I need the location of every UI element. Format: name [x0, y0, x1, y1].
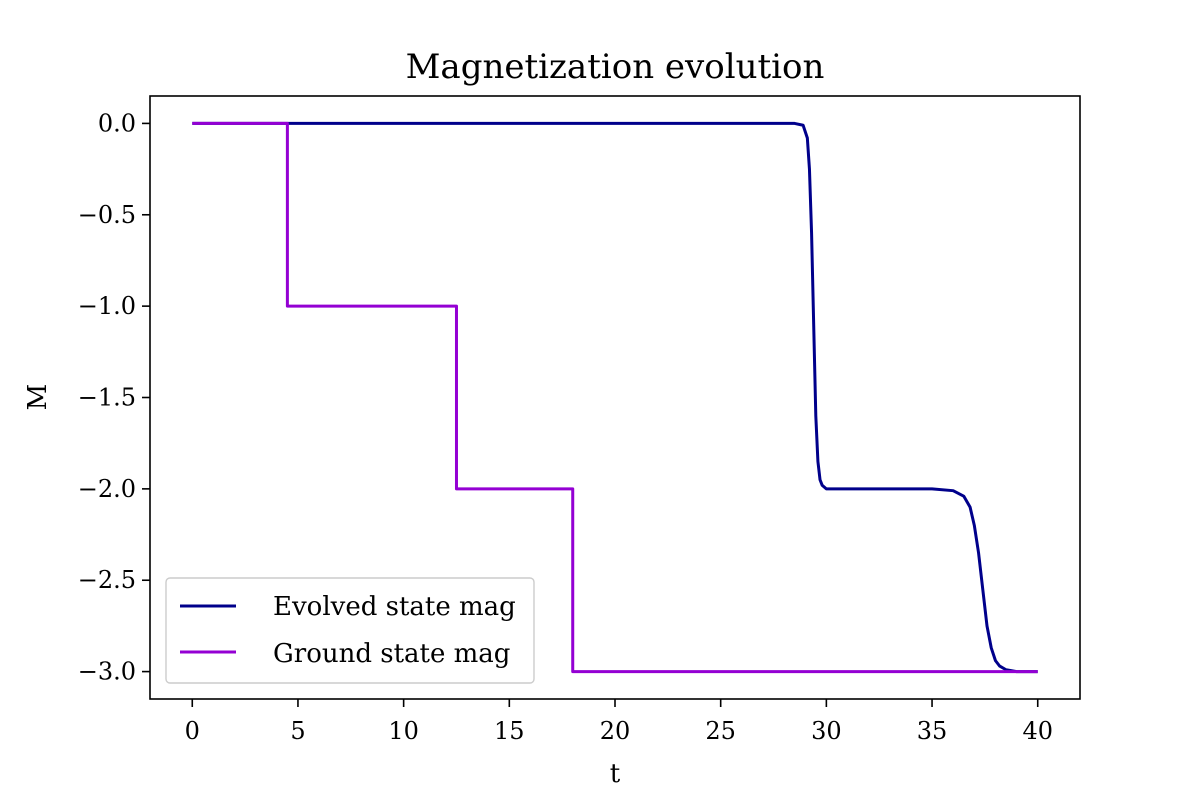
x-tick-label: 40 [1022, 717, 1053, 745]
x-tick-label: 30 [811, 717, 842, 745]
y-axis-ticks: 0.0 −0.5 −1.0 −1.5 −2.0 −2.5 −3.0 [78, 109, 150, 686]
x-tick-label: 10 [388, 717, 419, 745]
x-tick-label: 20 [600, 717, 631, 745]
y-tick-label: −1.0 [78, 292, 136, 320]
y-tick-label: −1.5 [78, 384, 136, 412]
x-tick-label: 15 [494, 717, 525, 745]
y-tick-label: −2.5 [78, 566, 136, 594]
chart-title: Magnetization evolution [406, 47, 825, 87]
series-line-ground [192, 121, 1038, 674]
x-tick-label: 5 [290, 717, 305, 745]
x-axis-label: t [610, 759, 621, 789]
x-tick-label: 35 [917, 717, 948, 745]
x-tick-label: 0 [185, 717, 200, 745]
y-tick-label: 0.0 [98, 109, 136, 137]
legend-box [165, 577, 535, 684]
y-tick-label: −2.0 [78, 475, 136, 503]
x-axis-ticks: 0 5 10 15 20 25 30 35 40 [185, 699, 1053, 745]
plot-lines [192, 121, 1038, 674]
y-tick-label: −0.5 [78, 201, 136, 229]
x-tick-label: 25 [705, 717, 736, 745]
series-line-evolved [192, 121, 1038, 674]
legend-label-evolved: Evolved state mag [273, 592, 516, 622]
y-tick-label: −3.0 [78, 658, 136, 686]
y-axis-label: M [23, 384, 53, 411]
legend: Evolved state mag Ground state mag [165, 577, 535, 684]
legend-label-ground: Ground state mag [273, 639, 510, 669]
